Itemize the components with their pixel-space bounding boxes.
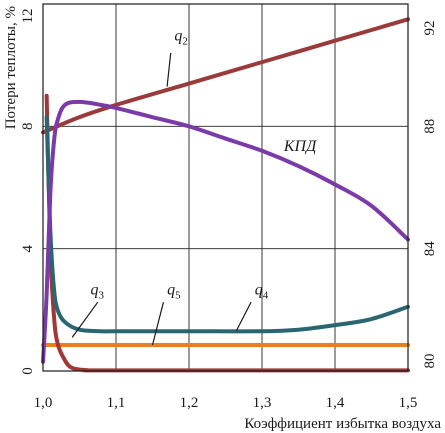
- y-tick-label: 12: [20, 9, 36, 24]
- x-tick-label: 1,3: [253, 395, 272, 411]
- annotation-label: q5: [167, 282, 181, 302]
- annotation-leader: [166, 52, 172, 87]
- annotation-label: q3: [90, 282, 104, 302]
- series-line-q4: [44, 115, 410, 334]
- y2-tick-label: 92: [422, 21, 438, 36]
- ticks: 1,0 1,1 1,2 1,3 1,4 1,5 0 4 8 12 80 84 88 92: [20, 9, 438, 412]
- annotation-label: q4: [255, 282, 269, 302]
- annotation-leader: [71, 301, 99, 338]
- plot-frame: [42, 3, 409, 372]
- x-tick-label: 1,4: [326, 395, 345, 411]
- x-axis-title: Коэффициент избытка воздуха: [244, 416, 441, 432]
- y-axis-title: Потери теплоты, %: [3, 6, 19, 129]
- y-tick-label: 4: [20, 244, 36, 252]
- series-line-kpd: [41, 99, 410, 364]
- x-tick-label: 1,5: [399, 395, 418, 411]
- y-tick-label: 0: [20, 367, 36, 375]
- y2-tick-label: 84: [422, 241, 438, 257]
- series-layer: [41, 17, 410, 373]
- x-tick-label: 1,0: [34, 395, 53, 411]
- series-line-q3: [44, 93, 410, 373]
- annotation-leader: [235, 301, 252, 331]
- y-tick-label: 8: [20, 123, 36, 131]
- annotation-leader: [151, 302, 165, 346]
- x-tick-label: 1,1: [107, 395, 126, 411]
- annotation-label: КПД: [283, 138, 317, 155]
- x-tick-label: 1,2: [180, 395, 199, 411]
- series-line-q2: [41, 17, 410, 135]
- annotation-label: q2: [174, 28, 188, 48]
- y2-tick-label: 88: [422, 119, 438, 134]
- y2-tick-label: 80: [422, 354, 438, 369]
- annotations: q2 КПД q3 q5 q4: [71, 28, 317, 346]
- grid: [43, 4, 408, 371]
